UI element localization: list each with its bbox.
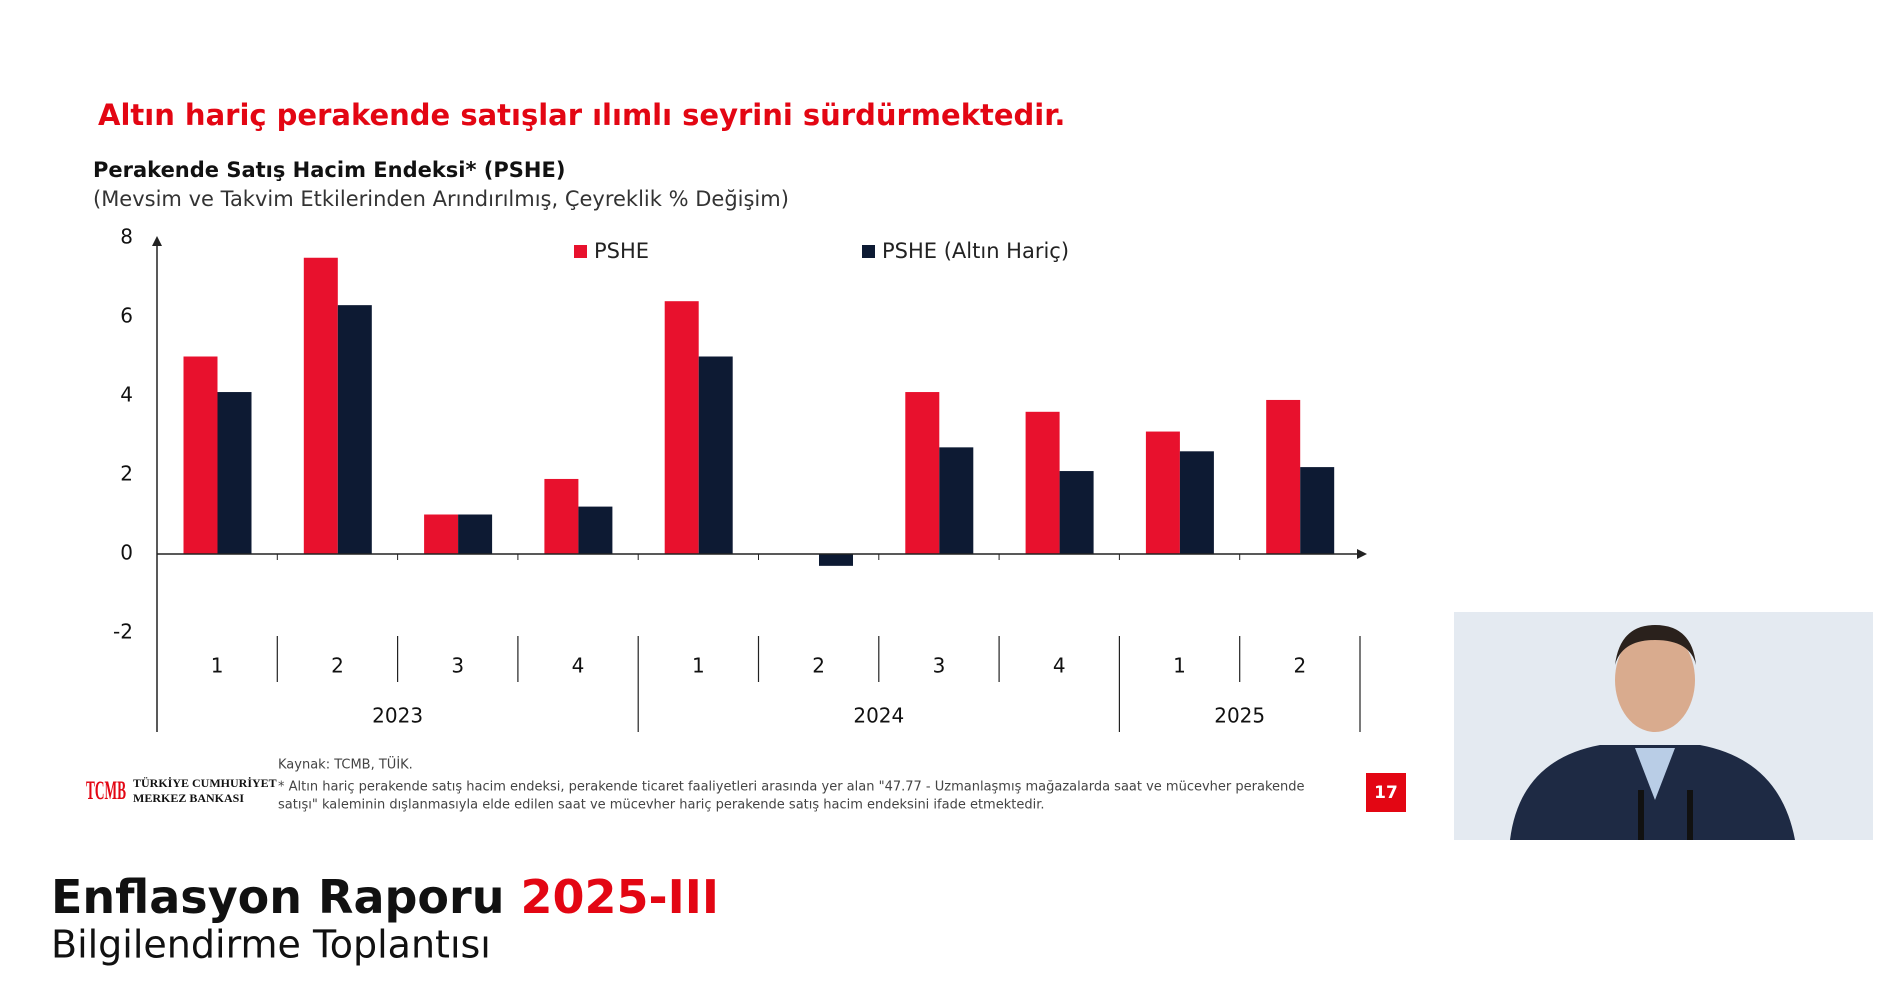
bar xyxy=(698,356,733,554)
x-tick-label: 4 xyxy=(1053,654,1066,678)
bar xyxy=(183,356,218,554)
x-tick-label: 4 xyxy=(572,654,585,678)
bar xyxy=(1059,471,1094,554)
bar xyxy=(939,447,974,554)
chart-title: Perakende Satış Hacim Endeksi* (PSHE) xyxy=(93,158,565,182)
legend-label: PSHE (Altın Hariç) xyxy=(882,239,1069,263)
bar xyxy=(424,514,459,554)
logo-text: MERKEZ BANKASI xyxy=(133,791,244,805)
group-label: 2023 xyxy=(372,704,423,728)
logo: TCMB TÜRKİYE CUMHURİYET MERKEZ BANKASI xyxy=(86,776,277,805)
x-tick-label: 1 xyxy=(692,654,705,678)
bar xyxy=(905,392,940,554)
x-tick-label: 3 xyxy=(451,654,464,678)
speaker-hair xyxy=(1615,625,1696,665)
legend-swatch xyxy=(862,245,875,258)
x-tick-label: 2 xyxy=(331,654,344,678)
bar xyxy=(1179,451,1214,554)
y-tick-label: -2 xyxy=(113,620,133,644)
x-tick-label: 2 xyxy=(1293,654,1306,678)
group-label: 2024 xyxy=(853,704,904,728)
x-axis-arrow xyxy=(1357,549,1367,559)
logo-text: TÜRKİYE CUMHURİYET xyxy=(133,776,277,790)
bar xyxy=(458,514,493,554)
footnote: * Altın hariç perakende satış hacim ende… xyxy=(278,780,1305,795)
banner-edition: 2025-III xyxy=(520,870,718,924)
legend-label: PSHE xyxy=(594,239,649,263)
microphone xyxy=(1638,790,1644,840)
microphone xyxy=(1687,790,1693,840)
y-tick-label: 8 xyxy=(120,225,133,249)
y-tick-label: 4 xyxy=(120,383,133,407)
legend-swatch xyxy=(574,245,587,258)
x-tick-label: 3 xyxy=(933,654,946,678)
bar xyxy=(544,478,579,554)
footnote: satışı" kaleminin dışlanmasıyla elde edi… xyxy=(278,798,1045,813)
bar xyxy=(1145,431,1180,554)
page-number: 17 xyxy=(1374,783,1398,803)
banner-subtitle: Bilgilendirme Toplantısı xyxy=(51,923,491,967)
bar xyxy=(664,301,699,554)
speaker-head xyxy=(1615,628,1695,732)
x-tick-label: 1 xyxy=(211,654,224,678)
headline: Altın hariç perakende satışlar ılımlı se… xyxy=(98,98,1065,132)
y-tick-label: 0 xyxy=(120,541,133,565)
logo-mark: TCMB xyxy=(86,776,126,805)
banner-title-text: Enflasyon Raporu xyxy=(51,870,504,924)
y-tick-label: 6 xyxy=(120,304,133,328)
y-tick-label: 2 xyxy=(120,462,133,486)
chart-subtitle: (Mevsim ve Takvim Etkilerinden Arındırıl… xyxy=(93,187,789,211)
y-axis-arrow xyxy=(152,236,162,246)
speaker-shirt xyxy=(1635,748,1675,800)
x-tick-label: 1 xyxy=(1173,654,1186,678)
x-tick-label: 2 xyxy=(812,654,825,678)
banner-title: Enflasyon Raporu 2025-III xyxy=(51,870,719,924)
bar xyxy=(1025,411,1060,554)
bar xyxy=(1300,467,1335,554)
page-number-box xyxy=(1366,773,1406,812)
video-inset xyxy=(1454,612,1873,840)
bar xyxy=(337,305,372,554)
bar xyxy=(303,257,338,554)
bar xyxy=(819,554,853,566)
bar xyxy=(578,506,613,554)
bar xyxy=(1266,399,1301,554)
bar xyxy=(217,392,252,554)
source: Kaynak: TCMB, TÜİK. xyxy=(278,756,413,773)
group-label: 2025 xyxy=(1214,704,1265,728)
